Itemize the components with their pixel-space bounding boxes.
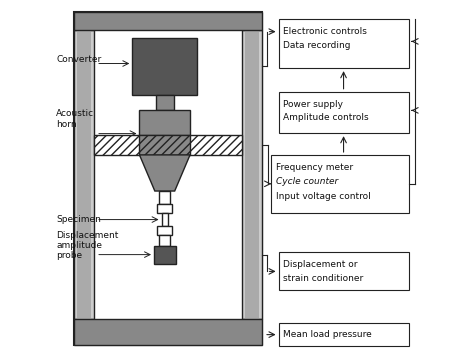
Bar	[279, 323, 409, 347]
Text: Input voltage control: Input voltage control	[276, 192, 370, 201]
Bar	[279, 92, 409, 133]
Bar	[74, 319, 262, 345]
Bar	[156, 95, 174, 110]
Text: Displacement
amplitude
probe: Displacement amplitude probe	[56, 231, 119, 261]
Text: Acoustic
horn: Acoustic horn	[56, 110, 94, 129]
Bar	[77, 30, 91, 319]
Bar	[159, 236, 170, 246]
Text: Converter: Converter	[56, 55, 101, 64]
Text: Power supply: Power supply	[283, 100, 343, 108]
Bar	[162, 213, 168, 226]
Bar	[139, 135, 190, 155]
Text: Specimen: Specimen	[56, 215, 101, 224]
Bar	[271, 155, 409, 213]
Bar	[279, 19, 409, 68]
Text: Amplitude controls: Amplitude controls	[283, 113, 368, 122]
Text: Cycle counter: Cycle counter	[276, 177, 338, 186]
Bar	[139, 110, 190, 153]
Text: Data recording: Data recording	[283, 41, 350, 50]
Text: Frequency meter: Frequency meter	[276, 163, 353, 172]
Bar	[74, 12, 262, 30]
Bar	[94, 135, 242, 155]
Bar	[246, 30, 259, 319]
Bar	[157, 226, 173, 236]
Bar	[154, 246, 175, 264]
Bar	[279, 253, 409, 290]
Text: Electronic controls: Electronic controls	[283, 27, 367, 36]
Text: Mean load pressure: Mean load pressure	[283, 330, 372, 339]
Bar	[157, 204, 173, 213]
Text: strain conditioner: strain conditioner	[283, 274, 363, 283]
Bar	[132, 37, 197, 95]
Polygon shape	[139, 155, 190, 191]
Bar	[242, 30, 262, 319]
Bar	[159, 191, 170, 204]
Bar	[74, 30, 94, 319]
Text: Displacement or: Displacement or	[283, 260, 357, 269]
